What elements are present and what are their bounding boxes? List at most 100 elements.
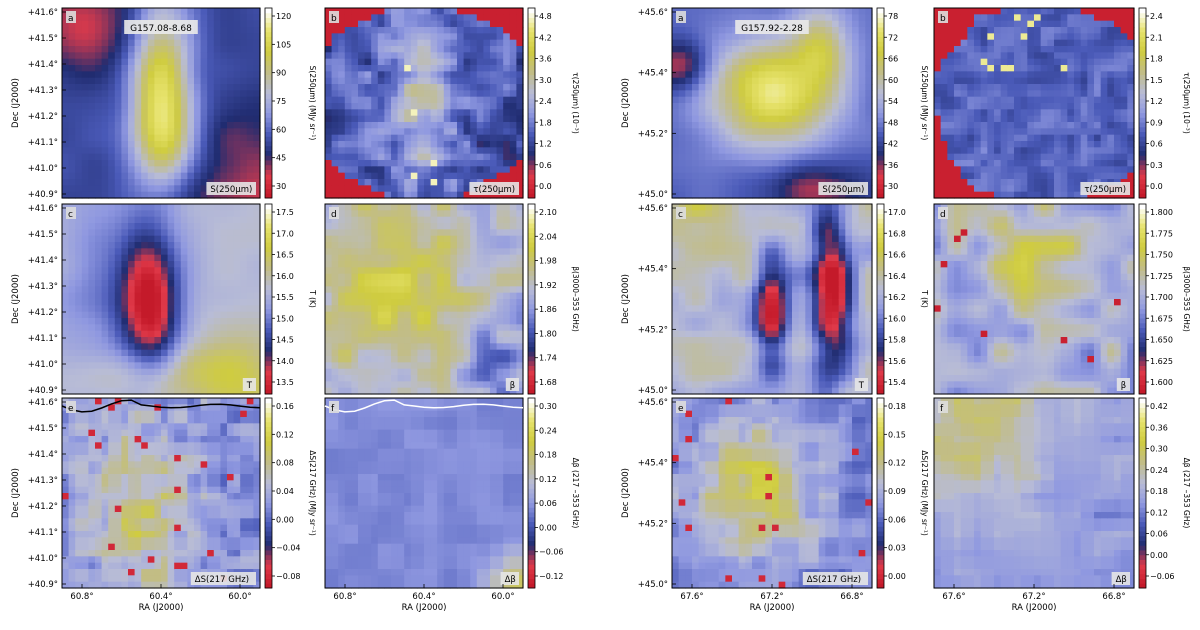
pixel: [344, 52, 352, 60]
colorbar-step: [265, 573, 272, 579]
colorbar-tick-label: 15.0: [276, 314, 294, 323]
pixel: [470, 242, 478, 249]
colorbar-step: [265, 88, 272, 94]
pixel: [62, 305, 70, 313]
y-tick-label: +41.3°: [28, 86, 58, 96]
pixel: [325, 204, 333, 211]
pixel: [496, 147, 504, 155]
pixel: [516, 172, 524, 180]
pixel: [325, 505, 333, 513]
pixel: [114, 90, 122, 98]
colorbar-step: [528, 223, 535, 229]
pixel: [331, 550, 339, 557]
pixel: [331, 499, 339, 507]
pixel: [430, 71, 438, 79]
pixel: [404, 223, 412, 230]
pixel: [476, 141, 484, 148]
pixel: [331, 505, 339, 513]
pixel: [424, 71, 432, 79]
pixel: [443, 330, 451, 338]
pixel: [410, 204, 418, 211]
pixel: [331, 512, 339, 519]
colorbar-step: [265, 332, 272, 338]
pixel: [253, 581, 261, 589]
pixel: [174, 461, 182, 469]
pixel: [391, 172, 399, 180]
pixel: [108, 267, 116, 275]
pixel: [384, 273, 392, 281]
y-tick-label: +41.2°: [28, 112, 58, 122]
pixel: [101, 537, 109, 545]
pixel: [404, 134, 412, 142]
pixel: [503, 299, 511, 306]
pixel: [496, 33, 504, 41]
pixel: [187, 311, 195, 319]
pixel: [75, 474, 83, 481]
pixel: [194, 550, 202, 557]
pixel: [200, 223, 208, 230]
pixel: [417, 267, 425, 275]
pixel: [121, 204, 129, 211]
pixel: [325, 337, 333, 344]
pixel: [358, 299, 366, 306]
pixel: [358, 58, 366, 66]
pixel: [246, 46, 254, 53]
colorbar-step: [265, 270, 272, 276]
pixel: [325, 185, 333, 193]
pixel: [509, 191, 517, 199]
pixel: [108, 65, 116, 72]
pixel: [194, 90, 202, 98]
pixel: [141, 423, 149, 431]
pixel: [253, 90, 261, 98]
pixel: [430, 216, 438, 224]
pixel: [430, 52, 438, 60]
pixel: [128, 531, 136, 538]
pixel: [424, 387, 432, 395]
pixel: [509, 96, 517, 104]
pixel: [246, 368, 254, 376]
colorbar-step: [528, 251, 535, 257]
pixel: [391, 128, 399, 136]
pixel: [391, 96, 399, 104]
pixel: [128, 122, 136, 129]
pixel: [331, 299, 339, 306]
pixel: [410, 8, 418, 15]
pixel: [470, 286, 478, 294]
pixel: [101, 448, 109, 456]
pixel: [147, 356, 155, 363]
pixel: [81, 417, 89, 424]
pixel: [325, 33, 333, 41]
pixel: [443, 77, 451, 85]
pixel: [457, 337, 465, 344]
pixel: [371, 248, 379, 256]
pixel: [253, 229, 261, 237]
pixel: [200, 550, 208, 557]
pixel: [134, 84, 142, 91]
pixel: [240, 90, 248, 98]
pixel: [344, 455, 352, 462]
pixel: [325, 537, 333, 545]
pixel: [358, 324, 366, 332]
pixel: [128, 103, 136, 110]
pixel: [391, 349, 399, 357]
pixel: [81, 280, 89, 287]
pixel: [457, 39, 465, 47]
pixel: [141, 299, 149, 306]
pixel: [200, 216, 208, 224]
pixel: [147, 172, 155, 180]
pixel: [114, 84, 122, 91]
pixel: [410, 261, 418, 268]
pixel: [68, 20, 76, 28]
pixel: [62, 537, 70, 545]
pixel: [227, 52, 235, 60]
pixel: [483, 128, 491, 136]
pixel: [101, 27, 109, 34]
y-tick-label: +40.9°: [28, 580, 58, 590]
pixel: [227, 375, 235, 382]
pixel: [331, 267, 339, 275]
pixel: [476, 71, 484, 79]
pixel: [470, 52, 478, 60]
pixel: [516, 115, 524, 123]
pixel: [108, 480, 116, 488]
pixel: [161, 90, 169, 98]
